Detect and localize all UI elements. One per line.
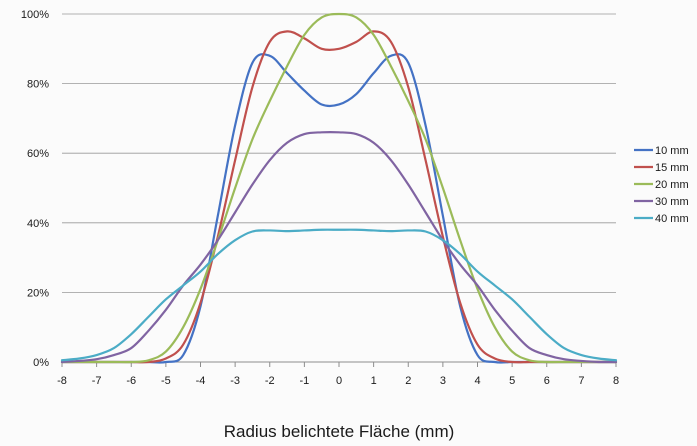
x-tick-label: 5 bbox=[509, 375, 515, 387]
series-line-10-mm bbox=[60, 53, 618, 364]
y-tick-label: 20% bbox=[27, 287, 49, 299]
x-tick-label: 7 bbox=[578, 375, 584, 387]
x-tick-label: 3 bbox=[440, 375, 446, 387]
x-tick-label: 6 bbox=[544, 375, 550, 387]
x-tick-label: 1 bbox=[371, 375, 377, 387]
legend-label: 10 mm bbox=[655, 145, 689, 157]
legend-label: 30 mm bbox=[655, 196, 689, 208]
x-tick-label: 8 bbox=[613, 375, 619, 387]
x-tick-label: -7 bbox=[92, 375, 102, 387]
legend-label: 15 mm bbox=[655, 162, 689, 174]
x-tick-label: -8 bbox=[57, 375, 67, 387]
x-axis-ticks: -8 -7 -6 -5 -4 -3 -2 -1 0 1 2 3 4 5 6 7 8 bbox=[57, 362, 619, 387]
x-tick-label: -4 bbox=[196, 375, 206, 387]
y-tick-label: 80% bbox=[27, 79, 49, 91]
gridlines bbox=[62, 13, 616, 293]
y-tick-label: 40% bbox=[27, 218, 49, 230]
x-tick-label: -6 bbox=[126, 375, 136, 387]
legend-label: 40 mm bbox=[655, 213, 689, 225]
series-line-40-mm bbox=[60, 228, 618, 362]
x-tick-label: 0 bbox=[336, 375, 342, 387]
legend-label: 20 mm bbox=[655, 179, 689, 191]
series-lines bbox=[60, 12, 618, 364]
x-tick-label: -5 bbox=[161, 375, 171, 387]
y-tick-label: 60% bbox=[27, 148, 49, 160]
x-tick-label: 4 bbox=[474, 375, 480, 387]
series-line-20-mm bbox=[60, 12, 618, 364]
series-line-15-mm bbox=[60, 30, 618, 364]
y-tick-label: 100% bbox=[21, 9, 49, 21]
x-axis-title: Radius belichtete Fläche (mm) bbox=[224, 422, 455, 441]
x-tick-label: -2 bbox=[265, 375, 275, 387]
y-tick-label: 0% bbox=[33, 357, 49, 369]
y-axis-ticks: 0% 20% 40% 60% 80% 100% bbox=[21, 9, 49, 369]
legend: 10 mm 15 mm 20 mm 30 mm 40 mm bbox=[634, 145, 689, 225]
x-tick-label: 2 bbox=[405, 375, 411, 387]
x-tick-label: -1 bbox=[299, 375, 309, 387]
series-line-30-mm bbox=[60, 131, 618, 364]
x-tick-label: -3 bbox=[230, 375, 240, 387]
